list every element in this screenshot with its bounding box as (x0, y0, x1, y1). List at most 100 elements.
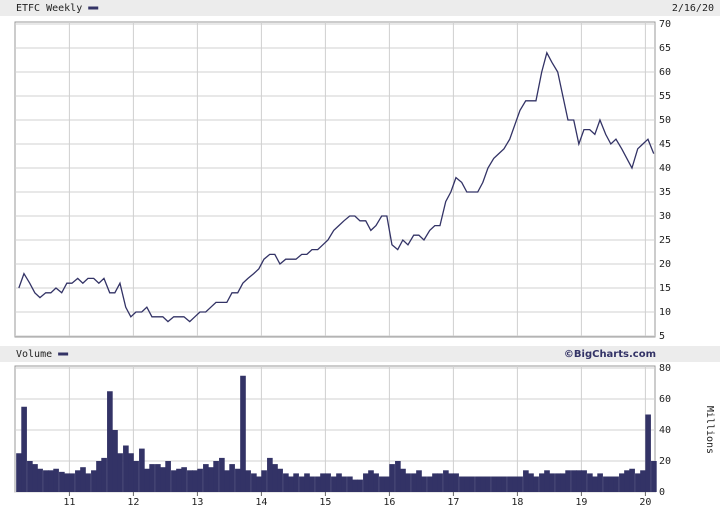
volume-bar (203, 464, 209, 492)
y-tick-label: 45 (659, 139, 671, 150)
volume-bar (523, 470, 529, 492)
volume-bar (224, 470, 230, 492)
volume-bar (213, 461, 219, 492)
volume-bar (37, 468, 43, 492)
volume-bar (443, 470, 449, 492)
volume-bar (101, 457, 107, 492)
volume-bar (533, 476, 539, 492)
volume-bar (539, 473, 545, 492)
volume-bar (325, 473, 331, 492)
price-line (18, 51, 655, 323)
volume-bar (304, 473, 310, 492)
volume-bar (128, 453, 134, 492)
volume-bar (501, 476, 507, 492)
volume-bar (315, 476, 321, 492)
x-tick-label: 13 (191, 497, 203, 508)
volume-bar (235, 468, 241, 492)
volume-bar (469, 476, 475, 492)
x-tick-label: 20 (639, 497, 651, 508)
volume-bar (544, 470, 550, 492)
volume-bar (597, 473, 603, 492)
volume-bar (48, 470, 54, 492)
volume-bar (165, 461, 171, 492)
volume-bar (480, 476, 486, 492)
volume-bar (624, 470, 630, 492)
volume-bar (331, 476, 337, 492)
volume-bar (411, 473, 417, 492)
volume-bar (197, 468, 203, 492)
volume-bar (405, 473, 411, 492)
volume-bar (507, 476, 513, 492)
volume-bar (240, 375, 246, 492)
y-tick-label: 50 (659, 115, 671, 126)
volume-bar (528, 473, 534, 492)
volume-bar (341, 476, 347, 492)
volume-bar (43, 470, 49, 492)
volume-bar (320, 473, 326, 492)
volume-bar (517, 476, 523, 492)
volume-bar (619, 473, 625, 492)
volume-bar (336, 473, 342, 492)
volume-bar (261, 470, 267, 492)
volume-bar (96, 461, 102, 492)
volume-bar (651, 461, 657, 492)
volume-bar (448, 473, 454, 492)
volume-bar (485, 476, 491, 492)
volume-bar (629, 468, 635, 492)
volume-bar (427, 476, 433, 492)
volume-bar (229, 464, 235, 492)
volume-bar (603, 476, 609, 492)
volume-bar (144, 468, 150, 492)
volume-bar (555, 473, 561, 492)
volume-bar (464, 476, 470, 492)
volume-bar (80, 467, 86, 492)
volume-bar (64, 473, 70, 492)
volume-bar (571, 470, 577, 492)
y-tick-label: 40 (659, 425, 671, 436)
volume-bar (59, 471, 65, 492)
volume-bar (123, 445, 129, 492)
x-tick-label: 19 (575, 497, 587, 508)
volume-bar (155, 464, 161, 492)
volume-bar (187, 470, 193, 492)
y-tick-label: 0 (659, 487, 665, 498)
x-tick-label: 15 (319, 497, 331, 508)
volume-bar (245, 470, 251, 492)
legend-swatch (88, 6, 99, 10)
volume-bar (581, 470, 587, 492)
volume-bar (256, 476, 262, 492)
volume-bar (389, 464, 395, 492)
volume-bar (384, 476, 390, 492)
x-tick-label: 16 (383, 497, 395, 508)
y-tick-label: 15 (659, 283, 671, 294)
volume-bar (75, 470, 81, 492)
y-tick-label: 60 (659, 67, 671, 78)
volume-bar (112, 430, 118, 492)
y-tick-label: 80 (659, 363, 671, 374)
volume-bar (496, 476, 502, 492)
volume-bar (645, 414, 651, 492)
volume-bar (560, 473, 566, 492)
x-tick-label: 17 (447, 497, 459, 508)
y-tick-label: 10 (659, 307, 671, 318)
volume-bar (363, 473, 369, 492)
volume-bar (635, 473, 641, 492)
volume-bar (21, 406, 27, 492)
volume-bar (565, 470, 571, 492)
volume-bar (192, 470, 198, 492)
volume-bar (299, 476, 305, 492)
volume-bar (576, 470, 582, 492)
y-tick-label: 55 (659, 91, 671, 102)
volume-bar (283, 473, 289, 492)
volume-bar (27, 461, 33, 492)
legend-swatch (58, 352, 69, 356)
price-frame (14, 21, 656, 338)
chart-title: ETFC Weekly (16, 3, 82, 14)
volume-bar (592, 476, 598, 492)
volume-bar (432, 473, 438, 492)
x-tick-label: 14 (255, 497, 267, 508)
source: ©BigCharts.com (564, 349, 656, 360)
volume-bar (277, 468, 283, 492)
volume-bar (69, 473, 75, 492)
